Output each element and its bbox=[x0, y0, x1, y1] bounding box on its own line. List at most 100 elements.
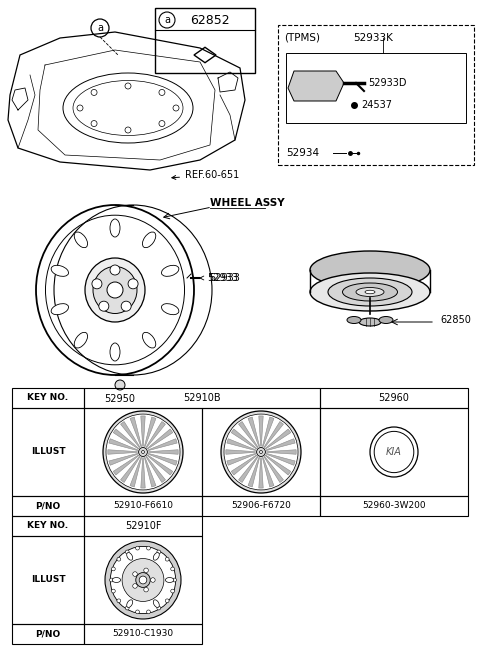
Circle shape bbox=[171, 589, 175, 593]
Circle shape bbox=[146, 546, 150, 550]
Text: ILLUST: ILLUST bbox=[31, 575, 65, 584]
Text: (TPMS): (TPMS) bbox=[284, 33, 320, 43]
Bar bbox=[12, 536, 84, 624]
Circle shape bbox=[115, 380, 125, 390]
Ellipse shape bbox=[110, 219, 120, 237]
Bar bbox=[12, 496, 84, 516]
Bar bbox=[84, 408, 202, 496]
Circle shape bbox=[91, 89, 97, 95]
Circle shape bbox=[91, 19, 109, 37]
Ellipse shape bbox=[166, 577, 174, 583]
Circle shape bbox=[128, 279, 138, 289]
Polygon shape bbox=[144, 417, 156, 447]
Ellipse shape bbox=[112, 577, 120, 583]
Ellipse shape bbox=[153, 600, 159, 607]
Ellipse shape bbox=[51, 265, 69, 276]
Text: 52933D: 52933D bbox=[368, 78, 407, 88]
Polygon shape bbox=[264, 422, 283, 447]
Text: 52906-F6720: 52906-F6720 bbox=[231, 501, 291, 510]
Circle shape bbox=[133, 584, 137, 588]
Ellipse shape bbox=[347, 316, 361, 323]
Polygon shape bbox=[130, 417, 142, 447]
Polygon shape bbox=[263, 417, 274, 447]
Polygon shape bbox=[248, 417, 260, 447]
Bar bbox=[278, 25, 474, 165]
Ellipse shape bbox=[153, 552, 159, 560]
Ellipse shape bbox=[161, 265, 179, 276]
Polygon shape bbox=[265, 429, 291, 449]
Ellipse shape bbox=[161, 304, 179, 315]
Circle shape bbox=[144, 568, 148, 573]
Text: 52910-C1930: 52910-C1930 bbox=[112, 630, 174, 638]
Text: a: a bbox=[164, 15, 170, 25]
Ellipse shape bbox=[139, 447, 147, 457]
Ellipse shape bbox=[343, 283, 397, 301]
Bar bbox=[84, 388, 320, 408]
Bar bbox=[12, 624, 84, 644]
Circle shape bbox=[136, 546, 139, 550]
Ellipse shape bbox=[221, 411, 301, 493]
Circle shape bbox=[125, 550, 129, 554]
Polygon shape bbox=[130, 457, 142, 487]
Polygon shape bbox=[144, 457, 156, 487]
Ellipse shape bbox=[74, 232, 87, 248]
Polygon shape bbox=[248, 457, 260, 487]
Circle shape bbox=[171, 567, 175, 571]
Polygon shape bbox=[226, 450, 255, 454]
Circle shape bbox=[133, 572, 137, 577]
Polygon shape bbox=[239, 422, 258, 447]
Polygon shape bbox=[288, 71, 344, 101]
Text: 52933: 52933 bbox=[209, 273, 240, 283]
Text: WHEEL ASSY: WHEEL ASSY bbox=[210, 198, 285, 208]
Ellipse shape bbox=[122, 558, 164, 602]
Polygon shape bbox=[227, 439, 256, 451]
Circle shape bbox=[109, 578, 113, 582]
Ellipse shape bbox=[51, 304, 69, 315]
Ellipse shape bbox=[139, 576, 147, 584]
Ellipse shape bbox=[110, 546, 176, 613]
Text: KEY NO.: KEY NO. bbox=[27, 522, 69, 531]
Polygon shape bbox=[149, 450, 178, 454]
Circle shape bbox=[110, 265, 120, 275]
Text: 24537: 24537 bbox=[361, 100, 392, 110]
Ellipse shape bbox=[103, 411, 183, 493]
Text: 52933: 52933 bbox=[200, 273, 238, 283]
Bar bbox=[84, 536, 202, 624]
Circle shape bbox=[151, 578, 155, 583]
Circle shape bbox=[136, 610, 139, 614]
Bar bbox=[320, 388, 468, 408]
Polygon shape bbox=[265, 455, 291, 475]
Circle shape bbox=[117, 599, 121, 603]
Text: P/NO: P/NO bbox=[36, 501, 60, 510]
Ellipse shape bbox=[310, 273, 430, 311]
Ellipse shape bbox=[74, 333, 87, 348]
Ellipse shape bbox=[127, 600, 132, 607]
Ellipse shape bbox=[370, 427, 418, 477]
Polygon shape bbox=[141, 416, 145, 446]
Text: 52910-F6610: 52910-F6610 bbox=[113, 501, 173, 510]
Text: 52960: 52960 bbox=[379, 393, 409, 403]
Circle shape bbox=[125, 606, 129, 610]
Polygon shape bbox=[259, 458, 263, 488]
Circle shape bbox=[117, 558, 121, 561]
Text: ILLUST: ILLUST bbox=[31, 447, 65, 457]
Ellipse shape bbox=[379, 316, 393, 323]
Ellipse shape bbox=[257, 447, 265, 457]
Ellipse shape bbox=[328, 278, 412, 306]
Ellipse shape bbox=[110, 343, 120, 361]
Polygon shape bbox=[120, 457, 140, 482]
Polygon shape bbox=[227, 453, 256, 465]
Text: 62852: 62852 bbox=[190, 14, 229, 26]
Text: 52910F: 52910F bbox=[125, 521, 161, 531]
Bar bbox=[84, 624, 202, 644]
Circle shape bbox=[173, 578, 177, 582]
Circle shape bbox=[159, 89, 165, 95]
Bar bbox=[12, 516, 84, 536]
Circle shape bbox=[92, 279, 102, 289]
Text: KIA: KIA bbox=[386, 447, 402, 457]
Circle shape bbox=[107, 282, 123, 298]
Ellipse shape bbox=[142, 451, 144, 453]
Ellipse shape bbox=[93, 266, 137, 314]
Text: 52934: 52934 bbox=[286, 148, 319, 158]
Polygon shape bbox=[148, 439, 177, 451]
